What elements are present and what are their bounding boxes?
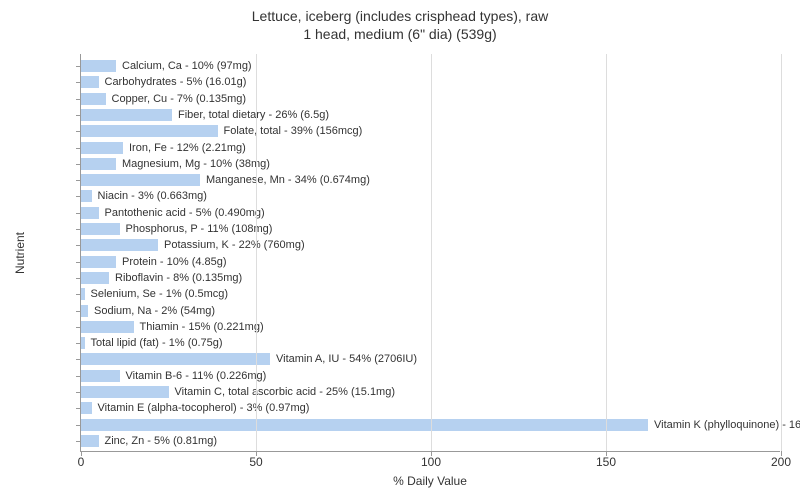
bar xyxy=(81,109,172,121)
ytick-mark xyxy=(76,99,81,100)
bar xyxy=(81,174,200,186)
gridline xyxy=(256,54,257,451)
ytick-mark xyxy=(76,82,81,83)
bar xyxy=(81,76,99,88)
bar-label: Calcium, Ca - 10% (97mg) xyxy=(122,60,252,72)
y-axis-label: Nutrient xyxy=(13,232,27,274)
bar-label: Folate, total - 39% (156mcg) xyxy=(224,125,363,137)
bar-label: Protein - 10% (4.85g) xyxy=(122,256,227,268)
ytick-mark xyxy=(76,164,81,165)
bar-label: Vitamin B-6 - 11% (0.226mg) xyxy=(126,370,267,382)
ytick-mark xyxy=(76,196,81,197)
plot-area: Calcium, Ca - 10% (97mg) Carbohydrates - … xyxy=(80,54,780,452)
gridline xyxy=(431,54,432,451)
bar xyxy=(81,370,120,382)
bar xyxy=(81,93,106,105)
bar-label: Sodium, Na - 2% (54mg) xyxy=(94,305,215,317)
ytick-mark xyxy=(76,66,81,67)
xtick-label: 50 xyxy=(249,451,262,469)
bar xyxy=(81,256,116,268)
ytick-mark xyxy=(76,359,81,360)
bar-label: Vitamin C, total ascorbic acid - 25% (15… xyxy=(175,386,396,398)
ytick-mark xyxy=(76,115,81,116)
bar-label: Copper, Cu - 7% (0.135mg) xyxy=(112,93,247,105)
bar-label: Selenium, Se - 1% (0.5mcg) xyxy=(91,288,229,300)
bar-label: Carbohydrates - 5% (16.01g) xyxy=(105,76,247,88)
nutrient-chart: Lettuce, iceberg (includes crisphead typ… xyxy=(0,0,800,500)
bar xyxy=(81,288,85,300)
bar xyxy=(81,142,123,154)
bar xyxy=(81,239,158,251)
bar-label: Iron, Fe - 12% (2.21mg) xyxy=(129,142,246,154)
bar-label: Total lipid (fat) - 1% (0.75g) xyxy=(91,337,223,349)
bar-label: Thiamin - 15% (0.221mg) xyxy=(140,321,264,333)
ytick-mark xyxy=(76,441,81,442)
bar xyxy=(81,321,134,333)
gridline xyxy=(606,54,607,451)
bar-label: Riboflavin - 8% (0.135mg) xyxy=(115,272,242,284)
bar xyxy=(81,305,88,317)
chart-title-line2: 1 head, medium (6" dia) (539g) xyxy=(0,26,800,42)
bar xyxy=(81,435,99,447)
ytick-mark xyxy=(76,392,81,393)
bar xyxy=(81,190,92,202)
bar-label: Vitamin E (alpha-tocopherol) - 3% (0.97m… xyxy=(98,402,310,414)
xtick-label: 0 xyxy=(78,451,85,469)
ytick-mark xyxy=(76,311,81,312)
ytick-mark xyxy=(76,213,81,214)
gridline xyxy=(781,54,782,451)
xtick-label: 150 xyxy=(596,451,616,469)
bar-label: Vitamin A, IU - 54% (2706IU) xyxy=(276,353,417,365)
bar-label: Magnesium, Mg - 10% (38mg) xyxy=(122,158,270,170)
ytick-mark xyxy=(76,180,81,181)
xtick-label: 200 xyxy=(771,451,791,469)
bar xyxy=(81,125,218,137)
bar xyxy=(81,158,116,170)
bar xyxy=(81,419,648,431)
bar-label: Phosphorus, P - 11% (108mg) xyxy=(126,223,273,235)
bar xyxy=(81,223,120,235)
x-axis-label: % Daily Value xyxy=(80,474,780,488)
bar xyxy=(81,60,116,72)
ytick-mark xyxy=(76,294,81,295)
bar xyxy=(81,402,92,414)
ytick-mark xyxy=(76,262,81,263)
ytick-mark xyxy=(76,131,81,132)
bar-label: Pantothenic acid - 5% (0.490mg) xyxy=(105,207,265,219)
ytick-mark xyxy=(76,327,81,328)
ytick-mark xyxy=(76,425,81,426)
chart-title-line1: Lettuce, iceberg (includes crisphead typ… xyxy=(0,8,800,24)
ytick-mark xyxy=(76,376,81,377)
bar xyxy=(81,353,270,365)
ytick-mark xyxy=(76,408,81,409)
ytick-mark xyxy=(76,148,81,149)
ytick-mark xyxy=(76,245,81,246)
ytick-mark xyxy=(76,343,81,344)
bar xyxy=(81,207,99,219)
bar xyxy=(81,386,169,398)
bar xyxy=(81,272,109,284)
bar xyxy=(81,337,85,349)
bar-label: Niacin - 3% (0.663mg) xyxy=(98,190,207,202)
bar-label: Fiber, total dietary - 26% (6.5g) xyxy=(178,109,329,121)
bar-label: Zinc, Zn - 5% (0.81mg) xyxy=(105,435,217,447)
bar-label: Manganese, Mn - 34% (0.674mg) xyxy=(206,174,370,186)
bar-label: Potassium, K - 22% (760mg) xyxy=(164,239,305,251)
bar-label: Vitamin K (phylloquinone) - 162% (129.9m… xyxy=(654,419,800,431)
ytick-mark xyxy=(76,229,81,230)
ytick-mark xyxy=(76,278,81,279)
xtick-label: 100 xyxy=(421,451,441,469)
